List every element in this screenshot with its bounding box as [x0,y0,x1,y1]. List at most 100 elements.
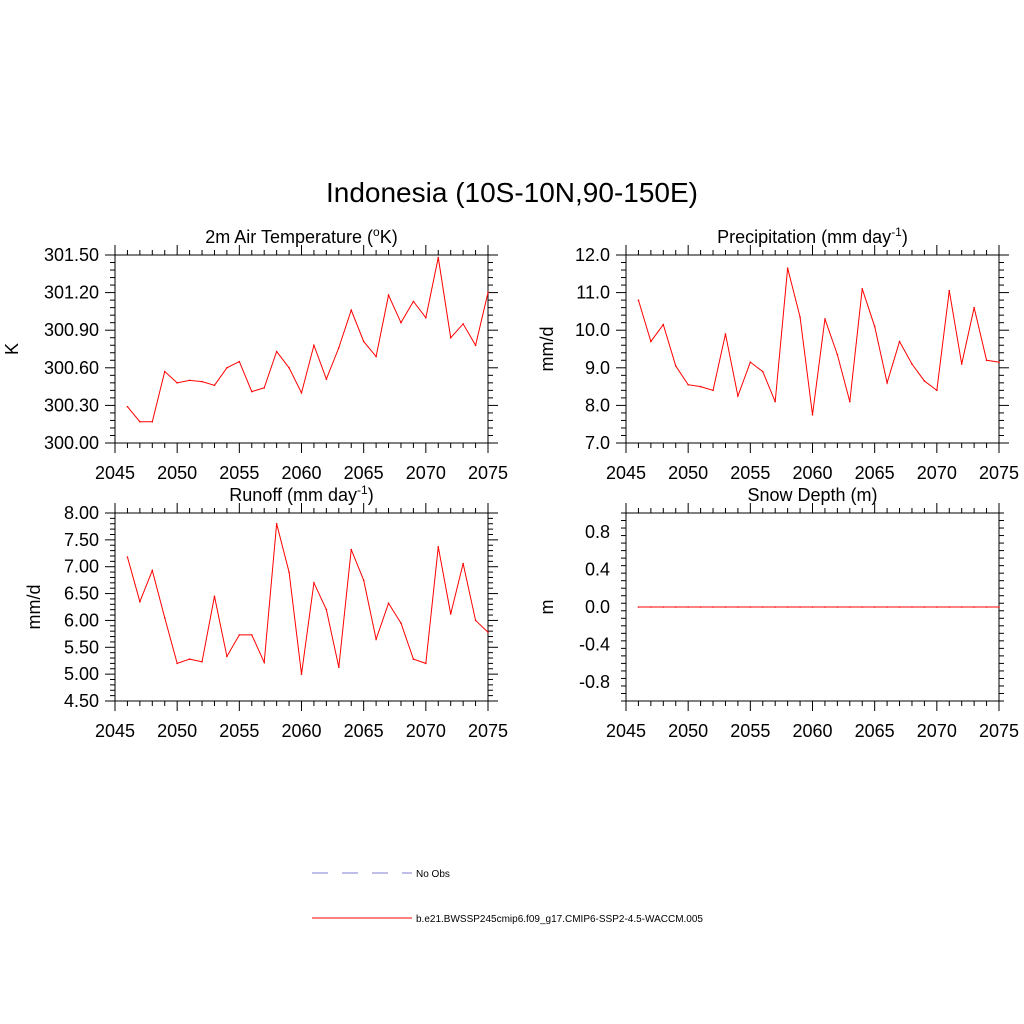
y-tick-label: -0.4 [579,635,610,655]
data-point [761,606,764,608]
data-point [462,323,464,325]
data-point [325,608,328,611]
x-tick-label: 2075 [979,721,1019,741]
data-point [662,606,665,608]
figure-title: Indonesia (10S-10N,90-150E) [326,177,698,208]
data-point [238,634,241,636]
data-point [163,616,166,619]
data-point [650,340,652,343]
data-point [849,606,851,608]
x-tick-label: 2050 [157,463,197,483]
x-tick-label: 2065 [344,463,384,483]
data-point [674,606,677,608]
data-point [474,619,477,622]
data-point [973,606,975,608]
data-point [275,350,278,353]
data-point [474,344,477,347]
panel-title: Snow Depth (m) [747,485,877,505]
data-point [362,340,365,343]
data-point [960,363,963,365]
y-tick-label: 7.0 [585,433,610,453]
data-point [449,613,452,615]
y-tick-label: 9.0 [585,358,610,378]
data-point [861,288,864,290]
x-tick-label: 2055 [219,463,259,483]
x-tick-label: 2065 [344,721,384,741]
panel-title-main: Precipitation (mm day [717,227,891,247]
y-tick-label: 6.50 [64,584,99,604]
data-point [362,579,365,581]
panel-title: Runoff (mm day-1) [229,483,373,505]
data-point [375,355,377,358]
data-point [375,638,377,641]
y-tick-label: 6.00 [64,610,99,630]
data-point [749,606,752,608]
x-tick-label: 2050 [157,721,197,741]
data-point [288,571,290,573]
data-point [238,360,241,363]
data-point [437,256,440,259]
panel-title: Precipitation (mm day-1) [717,225,908,247]
data-point [712,606,714,608]
data-point [226,367,228,369]
data-point [861,606,864,608]
x-tick-label: 2045 [95,721,135,741]
x-tick-label: 2070 [406,463,446,483]
data-point [799,316,801,318]
series-line [127,257,489,423]
data-point [387,602,390,605]
data-point [836,353,839,356]
data-point [188,658,191,660]
y-axis-label: m [537,600,557,615]
data-point [960,606,963,608]
data-point [985,359,988,362]
data-point [139,600,141,603]
series-line [637,268,1000,415]
y-tick-label: 300.90 [44,320,99,340]
x-tick-label: 2055 [730,721,770,741]
y-tick-label: 8.00 [64,503,99,523]
data-point [948,289,951,292]
y-tick-label: 11.0 [576,283,610,303]
y-tick-label: 301.50 [44,245,99,265]
data-point [437,546,440,548]
series-line [126,523,489,675]
y-tick-label: 300.60 [44,358,99,378]
panel-title-end: ) [902,227,908,247]
data-point [662,323,665,326]
data-point [213,595,216,598]
data-point [387,294,390,296]
data-point [350,309,353,311]
panel-title: 2m Air Temperature (oK) [205,225,397,247]
x-tick-label: 2060 [281,721,321,741]
data-point [300,673,303,675]
data-point [400,321,402,324]
data-point [786,606,789,608]
data-point [799,606,801,608]
data-point [201,660,203,663]
data-point [176,382,178,384]
y-tick-label: 10.0 [575,320,610,340]
y-tick-label: 7.00 [64,557,99,577]
data-point [973,306,975,309]
data-point [313,582,315,584]
data-point [201,380,203,383]
y-axis-label: mm/d [537,327,557,372]
y-tick-label: 0.0 [585,597,610,617]
x-tick-label: 2075 [979,463,1019,483]
y-tick-label: 0.8 [585,522,610,542]
data-point [300,392,303,394]
x-tick-label: 2055 [730,463,770,483]
x-tick-label: 2070 [917,721,957,741]
legend-obs-label: No Obs [416,869,450,880]
x-tick-label: 2060 [792,721,832,741]
data-point [998,361,1000,363]
data-point [724,333,727,335]
data-point [737,606,739,608]
data-point [350,548,353,551]
data-point [275,522,278,525]
data-point [873,325,876,328]
x-tick-label: 2045 [95,463,135,483]
x-tick-label: 2055 [219,721,259,741]
data-point [824,318,826,320]
